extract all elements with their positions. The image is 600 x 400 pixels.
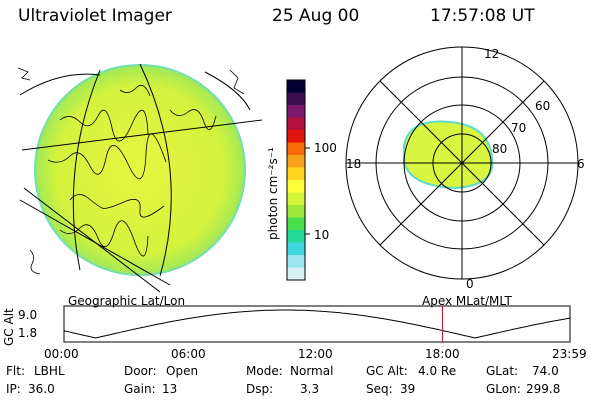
glon-value: 299.8 (526, 382, 561, 396)
geo-caption: Geographic Lat/Lon (68, 294, 186, 308)
lat-60-label: 60 (535, 99, 551, 113)
mode-label: Mode: (246, 364, 283, 378)
ip-label: IP: (6, 382, 21, 396)
colorbar-band (287, 117, 305, 131)
ytick-9: 9.0 (18, 308, 38, 322)
xtick-1800: 18:00 (425, 347, 460, 361)
colorbar-band (287, 105, 305, 118)
colorbar-band (287, 267, 305, 281)
mlt-12-label: 12 (484, 47, 500, 61)
colorbar-band (287, 205, 305, 218)
xtick-2359: 23:59 (552, 347, 587, 361)
gain-label: Gain: (124, 382, 156, 396)
door-value: Open (166, 364, 199, 378)
gain-value: 13 (162, 382, 178, 396)
flt-value: LBHL (34, 364, 65, 378)
gc-alt-value: 4.0 Re (418, 364, 457, 378)
colorbar-band (287, 142, 305, 156)
xtick-0000: 00:00 (44, 347, 79, 361)
mode-value: Normal (290, 364, 334, 378)
colorbar-band (287, 242, 305, 256)
colorbar-band (287, 180, 305, 193)
colorbar-band (287, 167, 305, 181)
lat-80-label: 80 (492, 142, 508, 156)
lat-70-label: 70 (511, 121, 527, 135)
colorbar-band (287, 80, 305, 93)
xtick-1200: 12:00 (298, 347, 333, 361)
ip-value: 36.0 (28, 382, 55, 396)
colorbar-tick-10: 10 (314, 228, 330, 242)
apex-caption: Apex MLat/MLT (422, 294, 512, 308)
instrument-title: Ultraviolet Imager (18, 6, 172, 26)
xtick-0600: 06:00 (171, 347, 206, 361)
colorbar-band (287, 192, 305, 206)
dsp-value: 3.3 (300, 382, 320, 396)
colorbar-band (287, 92, 305, 106)
date-label: 25 Aug 00 (272, 6, 360, 26)
mlt-0-label: 0 (466, 277, 474, 291)
colorbar-band (287, 130, 305, 143)
colorbar-band (287, 217, 305, 231)
dsp-label: Dsp: (246, 382, 274, 396)
door-label: Door: (124, 364, 157, 378)
glon-label: GLon: (486, 382, 521, 396)
earth-disk (34, 64, 246, 276)
altitude-frame (63, 305, 571, 343)
colorbar-tick-100: 100 (314, 141, 337, 155)
colorbar-band (287, 155, 305, 168)
flt-label: Flt: (6, 364, 25, 378)
colorbar-band (287, 230, 305, 243)
mlt-6-label: 6 (577, 157, 585, 171)
altitude-curve (63, 309, 571, 339)
seq-label: Seq: (366, 382, 393, 396)
colorbar-band (287, 255, 305, 268)
gc-alt-label: GC Alt: (366, 364, 408, 378)
seq-value: 39 (400, 382, 416, 396)
mlt-18-label: 18 (346, 157, 362, 171)
glat-label: GLat: (486, 364, 519, 378)
glat-value: 74.0 (532, 364, 559, 378)
ytick-1-8: 1.8 (18, 326, 38, 340)
time-label: 17:57:08 UT (430, 6, 535, 26)
